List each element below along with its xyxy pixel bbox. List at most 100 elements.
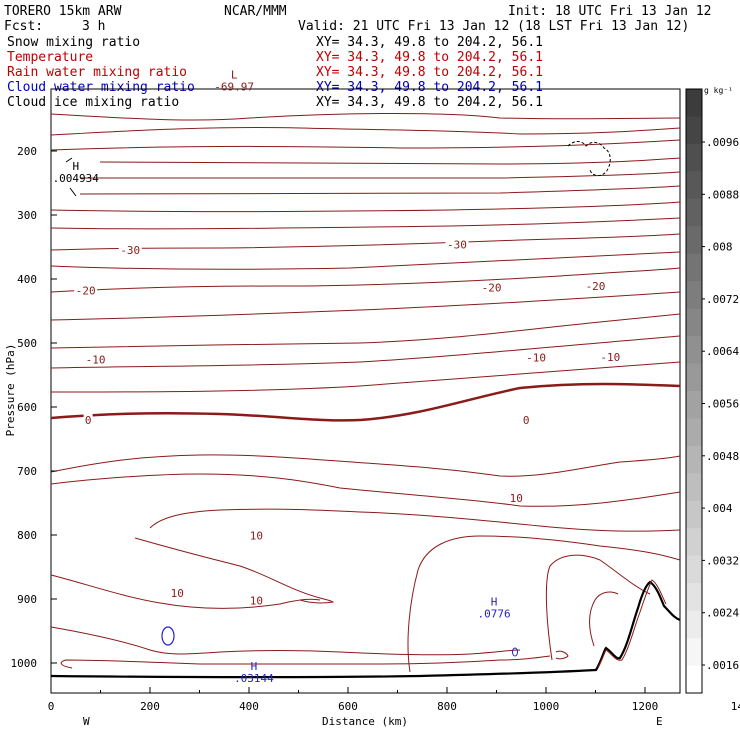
colorbar-swatch bbox=[686, 336, 702, 365]
colorbar-swatch bbox=[686, 445, 702, 474]
contour-label-bg bbox=[169, 587, 186, 599]
temperature-contour-label: -10 bbox=[86, 354, 106, 367]
x-tick-label: 600 bbox=[338, 700, 358, 713]
colorbar-swatch bbox=[686, 610, 702, 639]
colorbar-swatch bbox=[686, 143, 702, 172]
extremum-marker: H bbox=[491, 595, 498, 608]
field-xy-range: XY= 34.3, 49.8 to 204.2, 56.1 bbox=[316, 50, 543, 65]
colorbar-swatch bbox=[686, 363, 702, 392]
temperature-contour-label: 10 bbox=[510, 492, 523, 505]
temperature-contour-label: 0 bbox=[523, 414, 530, 427]
y-tick-label: 500 bbox=[17, 337, 37, 350]
temperature-contour-label: -20 bbox=[76, 285, 96, 298]
colorbar-swatch bbox=[686, 665, 702, 694]
x-tick-label: 0 bbox=[48, 700, 55, 713]
temp-contour bbox=[80, 171, 681, 179]
x-tick-label: 1200 bbox=[632, 700, 659, 713]
x-tick-label: 800 bbox=[437, 700, 457, 713]
colorbar-unit: g kg⁻¹ bbox=[704, 86, 733, 95]
contour-label-bg bbox=[74, 284, 98, 296]
temperature-contour-label: -30 bbox=[120, 244, 140, 257]
temperature-contour-label: 10 bbox=[171, 587, 184, 600]
temp-contour bbox=[50, 267, 681, 293]
contour-label-bg bbox=[248, 529, 265, 541]
contour-label-bg bbox=[524, 351, 548, 363]
y-tick-label: 700 bbox=[17, 465, 37, 478]
colorbar-tick-label: .0032 bbox=[706, 554, 739, 567]
colorbar-swatch bbox=[686, 281, 702, 310]
x-tick-label: 1400 bbox=[731, 700, 740, 713]
y-tick-label: 1000 bbox=[11, 657, 38, 670]
extremum-value: .0776 bbox=[477, 607, 510, 620]
fcst-label: Fcst: bbox=[4, 19, 43, 34]
temp-contour bbox=[50, 473, 681, 507]
colorbar-swatch bbox=[686, 226, 702, 255]
contour-label-bg bbox=[118, 244, 142, 256]
colorbar-swatch bbox=[686, 391, 702, 419]
temp-contour bbox=[50, 126, 681, 136]
field-xy-range: XY= 34.3, 49.8 to 204.2, 56.1 bbox=[316, 35, 543, 50]
temp-contour bbox=[589, 591, 619, 647]
colorbar-frame bbox=[685, 88, 703, 694]
colorbar-tick-label: .0048 bbox=[706, 450, 739, 463]
plot-frame bbox=[50, 88, 681, 694]
snow-contour bbox=[65, 157, 77, 197]
temperature-contour-label: -10 bbox=[600, 351, 620, 364]
temperature-contour-label: -30 bbox=[447, 238, 467, 251]
temp-contour bbox=[50, 574, 321, 609]
colorbar-tick-label: .0016 bbox=[706, 659, 739, 672]
x-tick-label: 1000 bbox=[533, 700, 560, 713]
direction-east: E bbox=[656, 715, 663, 728]
temp-contour bbox=[50, 139, 681, 151]
colorbar-tick-label: .0056 bbox=[706, 398, 739, 411]
field-name: Rain water mixing ratio bbox=[7, 65, 187, 80]
temp-contour bbox=[50, 291, 681, 321]
colorbar-tick-label: .0064 bbox=[706, 345, 739, 358]
model-title: TORERO 15km ARW bbox=[4, 4, 122, 19]
colorbar-swatch bbox=[686, 253, 702, 282]
terrain-outline bbox=[50, 580, 681, 679]
colorbar-swatch bbox=[686, 583, 702, 612]
direction-west: W bbox=[83, 715, 90, 728]
cloud-water-contour bbox=[512, 647, 518, 657]
field-name: Cloud water mixing ratio bbox=[7, 80, 195, 95]
colorbar-tick-label: .0088 bbox=[706, 188, 739, 201]
x-axis-label: Distance (km) bbox=[322, 715, 408, 728]
y-tick-label: 800 bbox=[17, 529, 37, 542]
temperature-contour-label: 0 bbox=[85, 414, 92, 427]
temp-contour bbox=[50, 233, 681, 251]
contour-label-bg bbox=[445, 238, 469, 250]
temp-contour-zero bbox=[50, 382, 681, 422]
y-tick-label: 300 bbox=[17, 209, 37, 222]
y-tick-label: 400 bbox=[17, 273, 37, 286]
extremum-marker: L bbox=[231, 69, 238, 82]
x-tick-label: 400 bbox=[239, 700, 259, 713]
temp-contour bbox=[50, 113, 681, 121]
colorbar-swatch bbox=[686, 555, 702, 584]
contour-label-bg bbox=[480, 281, 504, 293]
contour-label-bg bbox=[84, 353, 108, 365]
temp-contour bbox=[99, 157, 681, 165]
colorbar-tick-label: .0096 bbox=[706, 136, 739, 149]
x-tick-label: 200 bbox=[140, 700, 160, 713]
extremum-value: -69.97 bbox=[214, 81, 254, 94]
temp-contour bbox=[60, 655, 551, 669]
cloud-ice-contour bbox=[567, 141, 611, 177]
temp-contour bbox=[50, 251, 681, 270]
temperature-contour-label: -10 bbox=[526, 352, 546, 365]
y-tick-label: 900 bbox=[17, 593, 37, 606]
temp-contour bbox=[79, 185, 681, 195]
colorbar-swatch bbox=[686, 528, 702, 557]
temp-contour bbox=[545, 554, 651, 661]
terrain-inner-outline bbox=[597, 579, 667, 669]
y-axis-label: Pressure (hPa) bbox=[4, 344, 17, 437]
fcst-value: 3 h bbox=[82, 19, 105, 34]
temp-contour bbox=[407, 535, 681, 673]
temp-contour bbox=[50, 217, 681, 230]
contour-label-bg bbox=[598, 351, 622, 363]
y-tick-label: 600 bbox=[17, 401, 37, 414]
colorbar-tick-label: .0024 bbox=[706, 607, 739, 620]
temp-contour bbox=[50, 335, 681, 369]
